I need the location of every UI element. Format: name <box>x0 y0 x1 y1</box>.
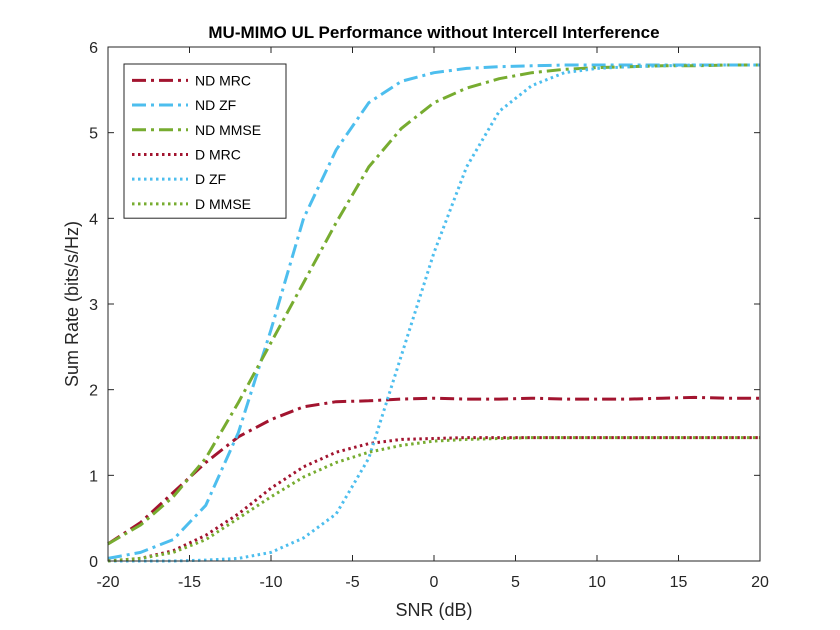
series-line-5 <box>107 436 760 563</box>
series-line-3 <box>107 436 760 563</box>
y-tick-label: 2 <box>89 383 98 400</box>
legend-label: D MRC <box>195 146 241 162</box>
y-tick-label: 3 <box>89 297 98 314</box>
x-tick-label: 20 <box>751 574 769 591</box>
legend-label: D ZF <box>195 171 226 187</box>
y-tick-label: 4 <box>89 211 98 228</box>
y-tick-label: 1 <box>89 468 98 485</box>
x-tick-label: 10 <box>588 574 606 591</box>
legend-label: ND MRC <box>195 72 251 88</box>
x-tick-label: 15 <box>670 574 688 591</box>
y-tick-label: 0 <box>89 554 98 571</box>
legend-label: ND MMSE <box>195 122 261 138</box>
axes-layer: -20 -15 -10 -5 0 5 10 15 20 0 1 2 3 4 5 6 <box>89 40 769 591</box>
series-layer <box>107 63 760 563</box>
y-tick-label: 5 <box>89 126 98 143</box>
x-tick-label: -5 <box>345 574 359 591</box>
legend-box <box>123 63 287 219</box>
legend: ND MRC ND ZF ND MMSE D MRC D ZF D MMSE <box>123 63 287 219</box>
x-tick-label: 5 <box>511 574 520 591</box>
series-line-0 <box>107 395 760 546</box>
y-tick-label: 6 <box>89 40 98 57</box>
x-tick-label: -20 <box>96 574 119 591</box>
chart-title: MU-MIMO UL Performance without Intercell… <box>208 23 659 42</box>
x-axis-title: SNR (dB) <box>395 600 472 620</box>
x-tick-label: -15 <box>178 574 201 591</box>
x-tick-label: -10 <box>259 574 282 591</box>
y-axis-title: Sum Rate (bits/s/Hz) <box>62 221 82 387</box>
series-line-4 <box>108 63 760 563</box>
x-tick-label: 0 <box>430 574 439 591</box>
legend-label: D MMSE <box>195 196 251 212</box>
legend-label: ND ZF <box>195 97 236 113</box>
